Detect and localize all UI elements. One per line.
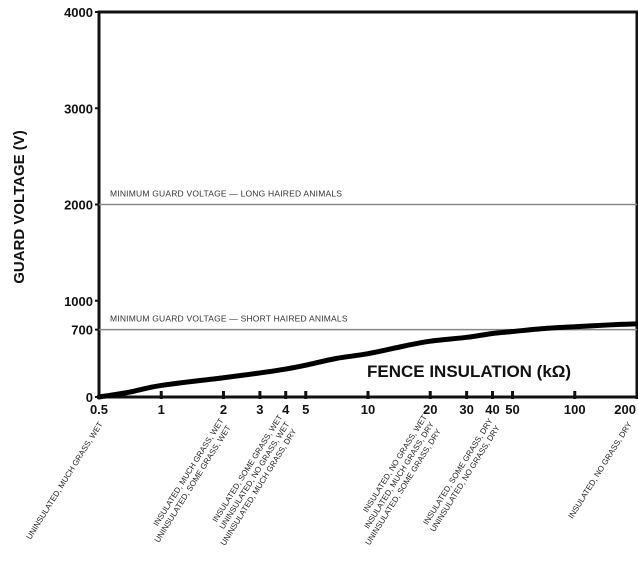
x-tick-label-0: 0.5	[90, 402, 108, 417]
y-tick-label-3: 2000	[64, 198, 93, 213]
condition-label-2-1: UNINSULATED, NO GRASS, WET	[218, 420, 292, 531]
y-tick-label-4: 3000	[64, 101, 93, 116]
x-tick-label-12: 200	[614, 402, 636, 417]
x-tick-label-7: 20	[423, 402, 437, 417]
y-tick-label-1: 700	[71, 323, 93, 338]
y-tick-label-0: 0	[86, 390, 93, 405]
reference-line-label-1: MINIMUM GUARD VOLTAGE — SHORT HAIRED ANI…	[110, 314, 348, 324]
x-tick-label-4: 4	[282, 402, 290, 417]
x-tick-label-8: 30	[459, 402, 473, 417]
x-tick-label-5: 5	[302, 402, 309, 417]
condition-label-4-1: UNINSULATED, NO GRASS, DRY	[428, 423, 502, 533]
x-tick-label-2: 2	[220, 402, 227, 417]
y-axis-label: GUARD VOLTAGE (V)	[11, 130, 28, 284]
guard-voltage-curve	[96, 321, 638, 400]
condition-label-0-0: UNINSULATED, MUCH GRASS, WET	[25, 420, 105, 541]
condition-label-3-1: INSULATED, MUCH GRASS, DRY	[363, 420, 437, 531]
x-tick-label-9: 40	[485, 402, 499, 417]
x-tick-label-11: 100	[564, 402, 586, 417]
x-axis-label: FENCE INSULATION (kΩ)	[367, 362, 571, 381]
y-tick-label-5: 4000	[64, 5, 93, 20]
reference-line-label-0: MINIMUM GUARD VOLTAGE — LONG HAIRED ANIM…	[110, 189, 342, 199]
x-tick-label-1: 1	[158, 402, 165, 417]
x-tick-label-10: 50	[505, 402, 519, 417]
x-tick-label-6: 10	[361, 402, 375, 417]
condition-label-5-0: INSULATED, NO GRASS, DRY	[567, 420, 634, 520]
y-tick-label-2: 1000	[64, 294, 93, 309]
x-tick-label-3: 3	[256, 402, 263, 417]
